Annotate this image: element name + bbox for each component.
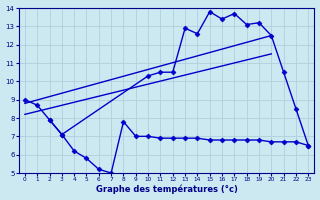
X-axis label: Graphe des températures (°c): Graphe des températures (°c) — [96, 185, 237, 194]
